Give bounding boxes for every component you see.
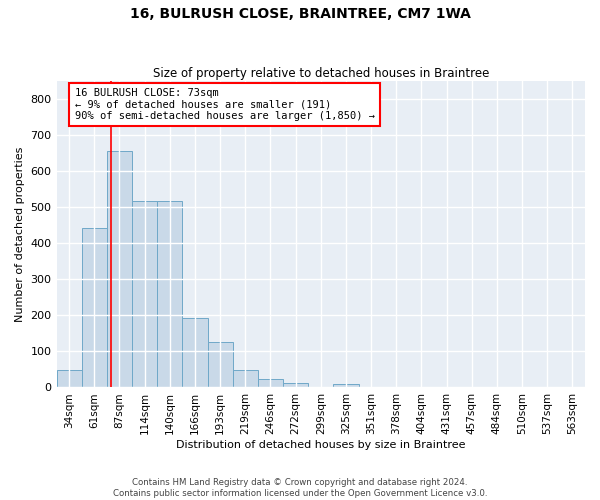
Title: Size of property relative to detached houses in Braintree: Size of property relative to detached ho… — [152, 66, 489, 80]
Bar — [132, 201, 157, 388]
Text: Contains HM Land Registry data © Crown copyright and database right 2024.
Contai: Contains HM Land Registry data © Crown c… — [113, 478, 487, 498]
Bar — [182, 318, 208, 388]
Text: 16, BULRUSH CLOSE, BRAINTREE, CM7 1WA: 16, BULRUSH CLOSE, BRAINTREE, CM7 1WA — [130, 8, 470, 22]
Bar — [208, 342, 233, 388]
Bar — [107, 151, 132, 388]
Bar — [82, 228, 107, 388]
Bar — [258, 379, 283, 388]
Text: 16 BULRUSH CLOSE: 73sqm
← 9% of detached houses are smaller (191)
90% of semi-de: 16 BULRUSH CLOSE: 73sqm ← 9% of detached… — [74, 88, 374, 121]
X-axis label: Distribution of detached houses by size in Braintree: Distribution of detached houses by size … — [176, 440, 466, 450]
Bar — [56, 370, 82, 388]
Bar — [233, 370, 258, 388]
Y-axis label: Number of detached properties: Number of detached properties — [15, 146, 25, 322]
Bar — [157, 201, 182, 388]
Bar — [334, 384, 359, 388]
Bar — [283, 383, 308, 388]
